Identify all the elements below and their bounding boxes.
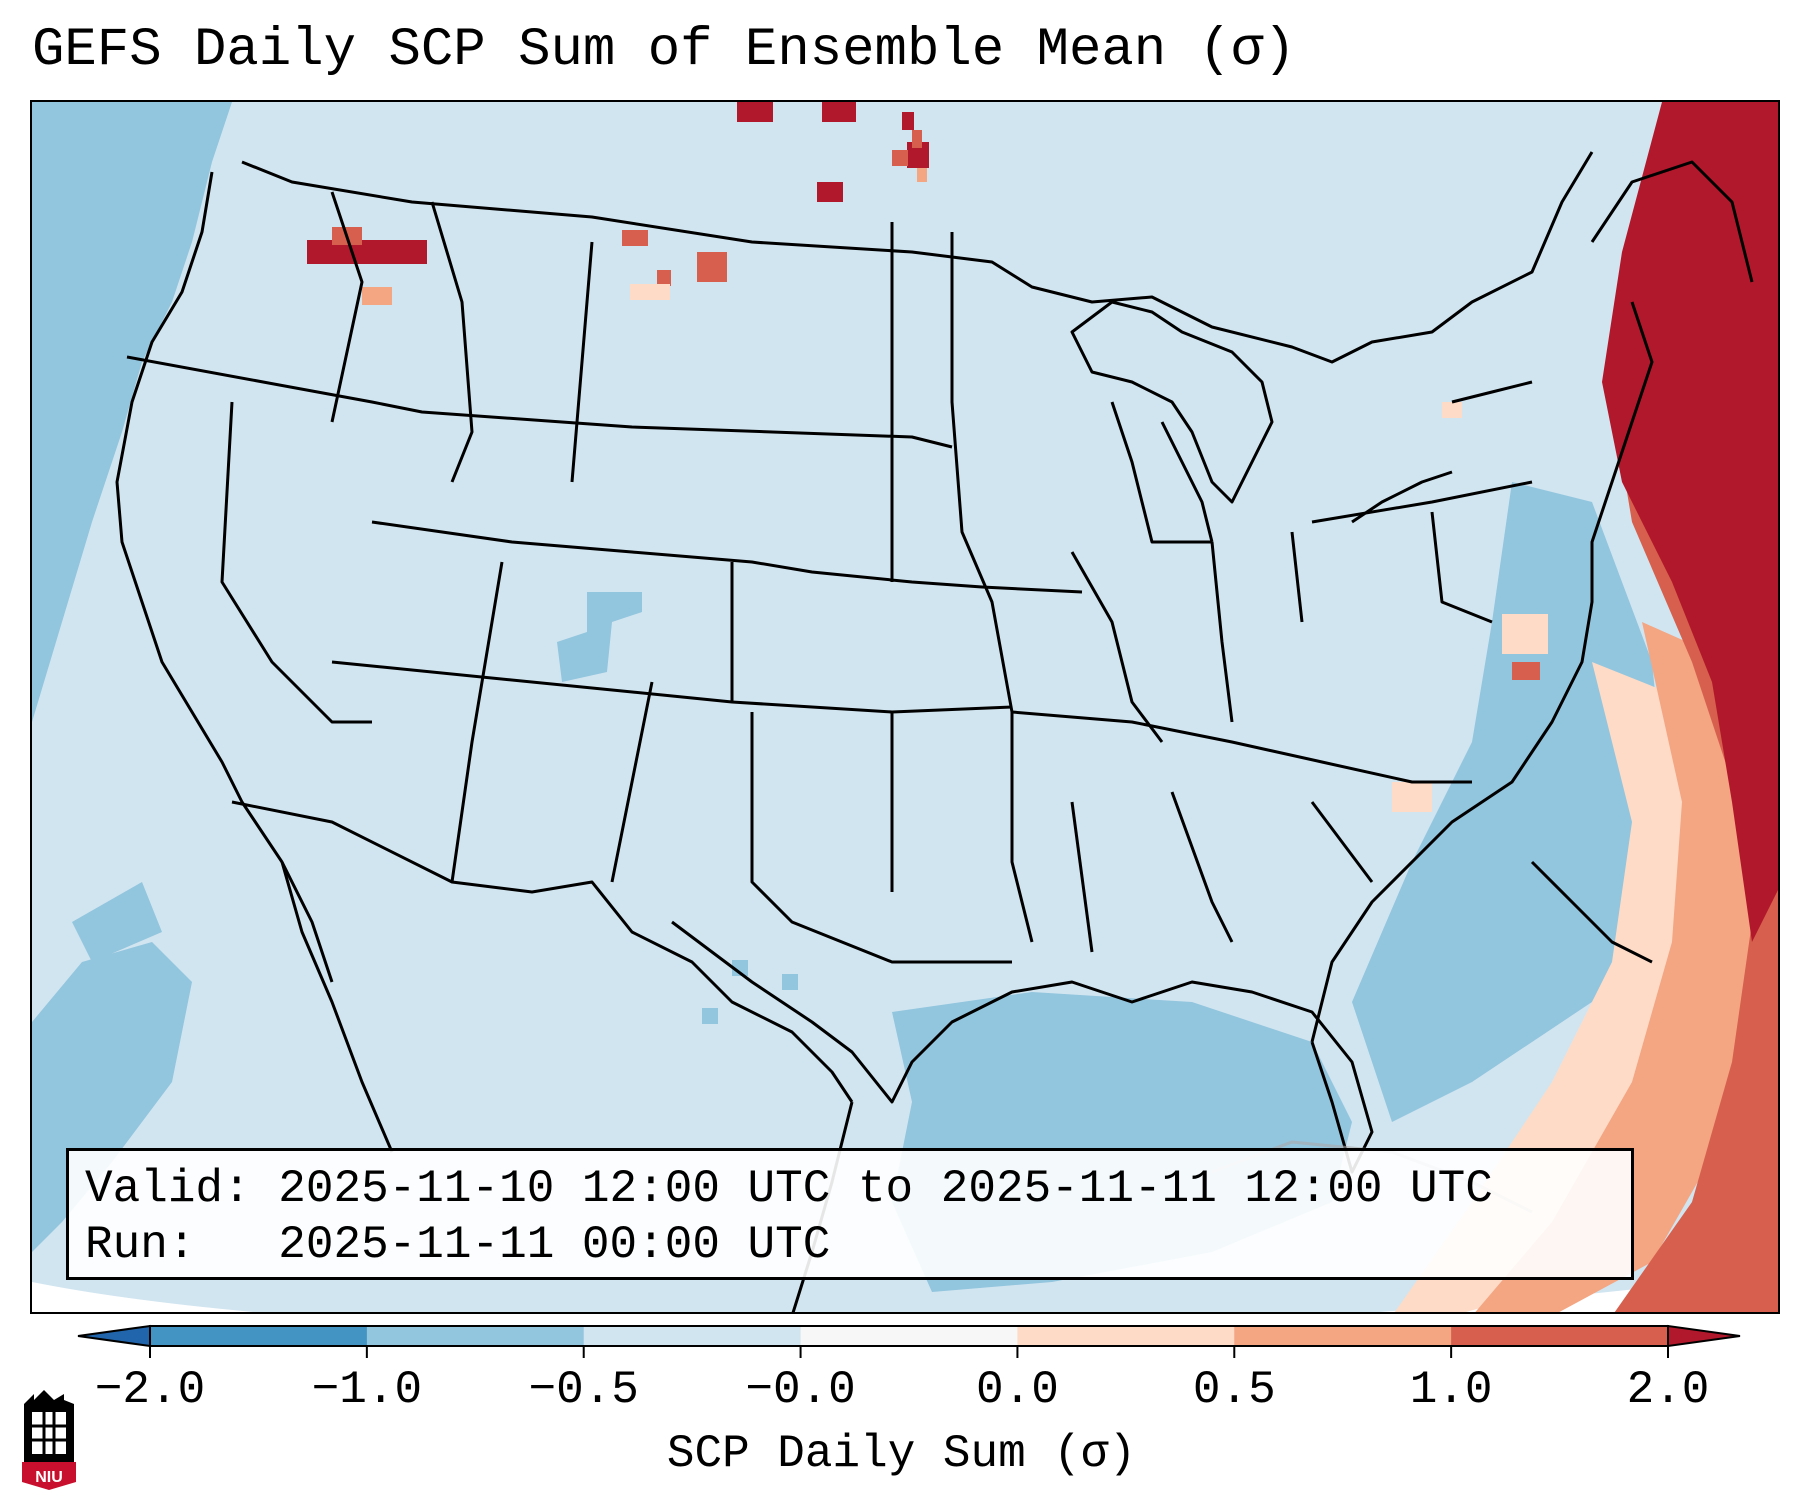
- us-gulf-coast: [671, 920, 1374, 1174]
- colorbar-tick-label: −1.0: [311, 1364, 423, 1416]
- colorbar-segment: [150, 1326, 368, 1346]
- colorbar-tick-label: 0.0: [976, 1364, 1059, 1416]
- atlantic-positive-band-mid: [1475, 622, 1772, 1312]
- colorbar-segment: [800, 1326, 1018, 1346]
- us-canada-border: [241, 151, 1594, 364]
- colorbar-over-extend: [1667, 1324, 1741, 1348]
- boundary-lines: [115, 151, 1754, 1312]
- colorbar-segment: [366, 1326, 585, 1346]
- valid-value: 2025-11-10 12:00 UTC to 2025-11-11 12:00…: [278, 1163, 1493, 1215]
- colorbar-under-extend: [77, 1324, 151, 1348]
- logo-text: NIU: [35, 1469, 63, 1486]
- baja-coast: [280, 861, 394, 1153]
- us-east-coast: [1310, 301, 1654, 1043]
- valid-label: Valid:: [85, 1163, 251, 1215]
- valid-run-info-box: Valid: 2025-11-10 12:00 UTC to 2025-11-1…: [66, 1148, 1634, 1280]
- colorbar-segment: [1017, 1326, 1235, 1346]
- map-panel: [30, 100, 1780, 1314]
- colorbar-tick-label: 2.0: [1626, 1364, 1710, 1416]
- atlantic-ocean-field: [1352, 482, 1672, 1122]
- colorbar-segment: [1234, 1326, 1452, 1346]
- atlantic-positive-core: [1602, 102, 1778, 942]
- colorbar-tick-label: 0.5: [1192, 1364, 1276, 1416]
- colorbar-label: SCP Daily Sum (σ): [666, 1428, 1137, 1480]
- niu-logo: NIU: [22, 1390, 76, 1490]
- mexico-border: [231, 800, 854, 1103]
- run-label: Run:: [85, 1219, 196, 1271]
- colorbar-segment: [1451, 1326, 1669, 1346]
- great-lakes-outline: [1070, 300, 1274, 504]
- map-svg: [32, 102, 1778, 1312]
- map-title: GEFS Daily SCP Sum of Ensemble Mean (σ): [32, 20, 1296, 81]
- us-west-coast: [115, 171, 334, 983]
- pacific-ocean-field: [32, 102, 232, 722]
- colorbar-segment: [583, 1326, 802, 1346]
- colorbar-tick-label: −2.0: [94, 1364, 206, 1416]
- colorbar-frame: [149, 1325, 1669, 1347]
- colorbar-tick-label: 1.0: [1409, 1364, 1493, 1416]
- colorbar-tick-label: −0.5: [528, 1364, 639, 1416]
- colorbar-tick-label: −0.0: [745, 1364, 856, 1416]
- run-value: 2025-11-11 00:00 UTC: [278, 1219, 831, 1271]
